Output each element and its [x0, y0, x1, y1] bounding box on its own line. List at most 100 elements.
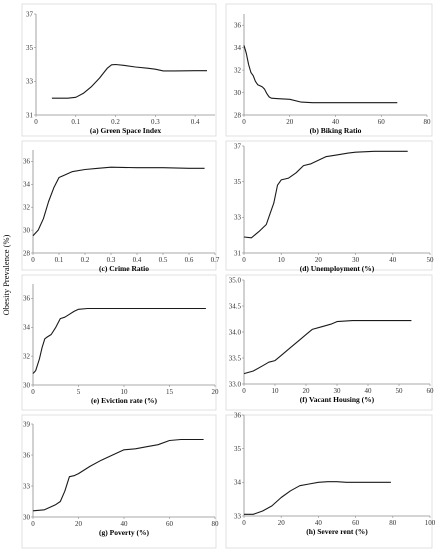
panel-caption: (h) Severe rent (%) [306, 527, 368, 536]
x-tick-label: 100 [425, 519, 436, 527]
y-tick-label: 34 [234, 44, 242, 52]
series-line [32, 307, 206, 374]
x-tick-label: 60 [352, 519, 360, 527]
x-tick-label: 0.7 [211, 256, 220, 264]
y-tick-label: 37 [234, 142, 242, 150]
y-tick-label: 34 [234, 479, 242, 487]
x-tick-label: 60 [378, 118, 386, 126]
x-tick-label: 40 [315, 519, 323, 527]
y-tick-label: 28 [234, 111, 242, 119]
x-tick-label: 80 [212, 520, 220, 528]
y-tick-label: 33.5 [229, 354, 242, 362]
x-tick-label: 0 [242, 118, 246, 126]
panel-4: 31 33 35 37 0 10 20 30 40 50 (d) Unemployment (%) [225, 140, 434, 273]
panel-caption: (g) Poverty (%) [99, 528, 149, 537]
series-line [243, 45, 398, 104]
panel-8: 33 34 35 36 0 20 40 60 80 100 (h) Severe rent (%) [225, 411, 436, 549]
y-tick-label: 33 [234, 214, 242, 222]
y-tick-label: 35 [234, 178, 242, 186]
panel-border [21, 140, 217, 271]
x-tick-label: 30 [352, 256, 360, 264]
series-line [51, 63, 207, 99]
y-tick-label: 36 [23, 295, 31, 303]
x-tick-label: 0.2 [111, 118, 120, 126]
y-tick-label: 33 [23, 482, 31, 490]
y-tick-label: 28 [23, 249, 31, 257]
x-tick-label: 10 [121, 388, 129, 396]
x-tick-label: 0 [31, 388, 35, 396]
y-tick-label: 32 [23, 204, 31, 212]
x-tick-label: 0.5 [159, 256, 168, 264]
y-tick-label: 30 [23, 226, 31, 234]
x-tick-label: 40 [365, 387, 373, 395]
y-tick-label: 30 [23, 381, 31, 389]
y-tick-label: 34.0 [229, 328, 242, 336]
x-tick-label: 0.3 [151, 118, 160, 126]
panel-5: 30 32 34 36 0 5 10 15 20 (e) Eviction rate (%) [21, 274, 219, 411]
panel-caption: (b) Biking Ratio [310, 126, 362, 135]
x-tick-label: 20 [286, 118, 294, 126]
x-tick-label: 0.4 [191, 118, 200, 126]
x-tick-label: 0.1 [71, 118, 80, 126]
y-tick-label: 36 [23, 451, 31, 459]
y-tick-label: 30 [23, 513, 31, 521]
series-line [243, 320, 412, 375]
panel-border [225, 414, 433, 549]
y-tick-label: 32 [23, 352, 31, 360]
x-tick-label: 0 [242, 387, 246, 395]
y-tick-label: 35 [26, 44, 34, 52]
x-tick-label: 50 [396, 387, 404, 395]
panel-7: 30 33 36 39 0 20 40 60 80 (g) Poverty (%) [21, 414, 220, 549]
series-line [244, 481, 391, 515]
x-tick-label: 80 [389, 519, 397, 527]
y-tick-label: 35 [234, 445, 242, 453]
panel-border [21, 274, 217, 411]
panel-caption: (d) Unemployment (%) [300, 264, 375, 273]
y-tick-label: 34 [23, 181, 31, 189]
panel-caption: (c) Crime Ratio [99, 264, 149, 273]
x-tick-label: 80 [424, 118, 432, 126]
y-tick-label: 32 [234, 66, 242, 74]
y-tick-label: 31 [26, 111, 34, 119]
x-tick-label: 20 [75, 520, 83, 528]
panel-border [225, 140, 433, 271]
series-line [243, 150, 408, 239]
y-tick-label: 33 [26, 78, 34, 86]
y-tick-label: 39 [23, 420, 31, 428]
panel-caption: (f) Vacant Housing (%) [300, 395, 375, 404]
y-tick-label: 37 [26, 10, 34, 18]
x-tick-label: 40 [389, 256, 397, 264]
x-tick-label: 20 [278, 519, 286, 527]
x-tick-label: 0.2 [81, 256, 90, 264]
y-tick-label: 33 [234, 512, 242, 520]
x-tick-label: 5 [77, 388, 81, 396]
x-tick-label: 40 [332, 118, 340, 126]
x-tick-label: 10 [272, 387, 280, 395]
series-line [32, 166, 205, 237]
x-tick-label: 0 [242, 256, 246, 264]
y-tick-label: 34 [23, 324, 31, 332]
x-tick-label: 10 [278, 256, 286, 264]
series-line [32, 438, 204, 512]
y-tick-label: 36 [23, 158, 31, 166]
x-tick-label: 0.3 [107, 256, 116, 264]
panels-group: 31 33 35 37 0 0.1 0.2 0.3 0.4 (a) Green Space Ind… [21, 3, 436, 549]
panel-border [21, 3, 217, 137]
panel-border [21, 414, 217, 549]
y-tick-label: 35.0 [229, 276, 242, 284]
x-tick-label: 20 [315, 256, 323, 264]
x-tick-label: 15 [166, 388, 174, 396]
panel-border [225, 274, 433, 411]
x-tick-label: 0.6 [185, 256, 194, 264]
x-tick-label: 0 [34, 118, 38, 126]
x-tick-label: 60 [166, 520, 174, 528]
y-tick-label: 36 [234, 411, 242, 419]
x-tick-label: 0.1 [55, 256, 64, 264]
panel-2: 28 30 32 34 36 0 20 40 60 80 (b) Biking Ratio [225, 3, 433, 137]
panel-3: 28 30 32 34 36 0 0.1 0.2 0.3 0.4 0.5 0.6 0.7 (c) Crim… [21, 140, 220, 273]
x-tick-label: 0.4 [133, 256, 142, 264]
panel-6: 33.0 33.5 34.0 34.5 35.0 0 10 20 30 40 50 60 (f) Vac… [225, 274, 434, 411]
x-tick-label: 20 [303, 387, 311, 395]
panel-caption: (a) Green Space Index [90, 126, 162, 135]
